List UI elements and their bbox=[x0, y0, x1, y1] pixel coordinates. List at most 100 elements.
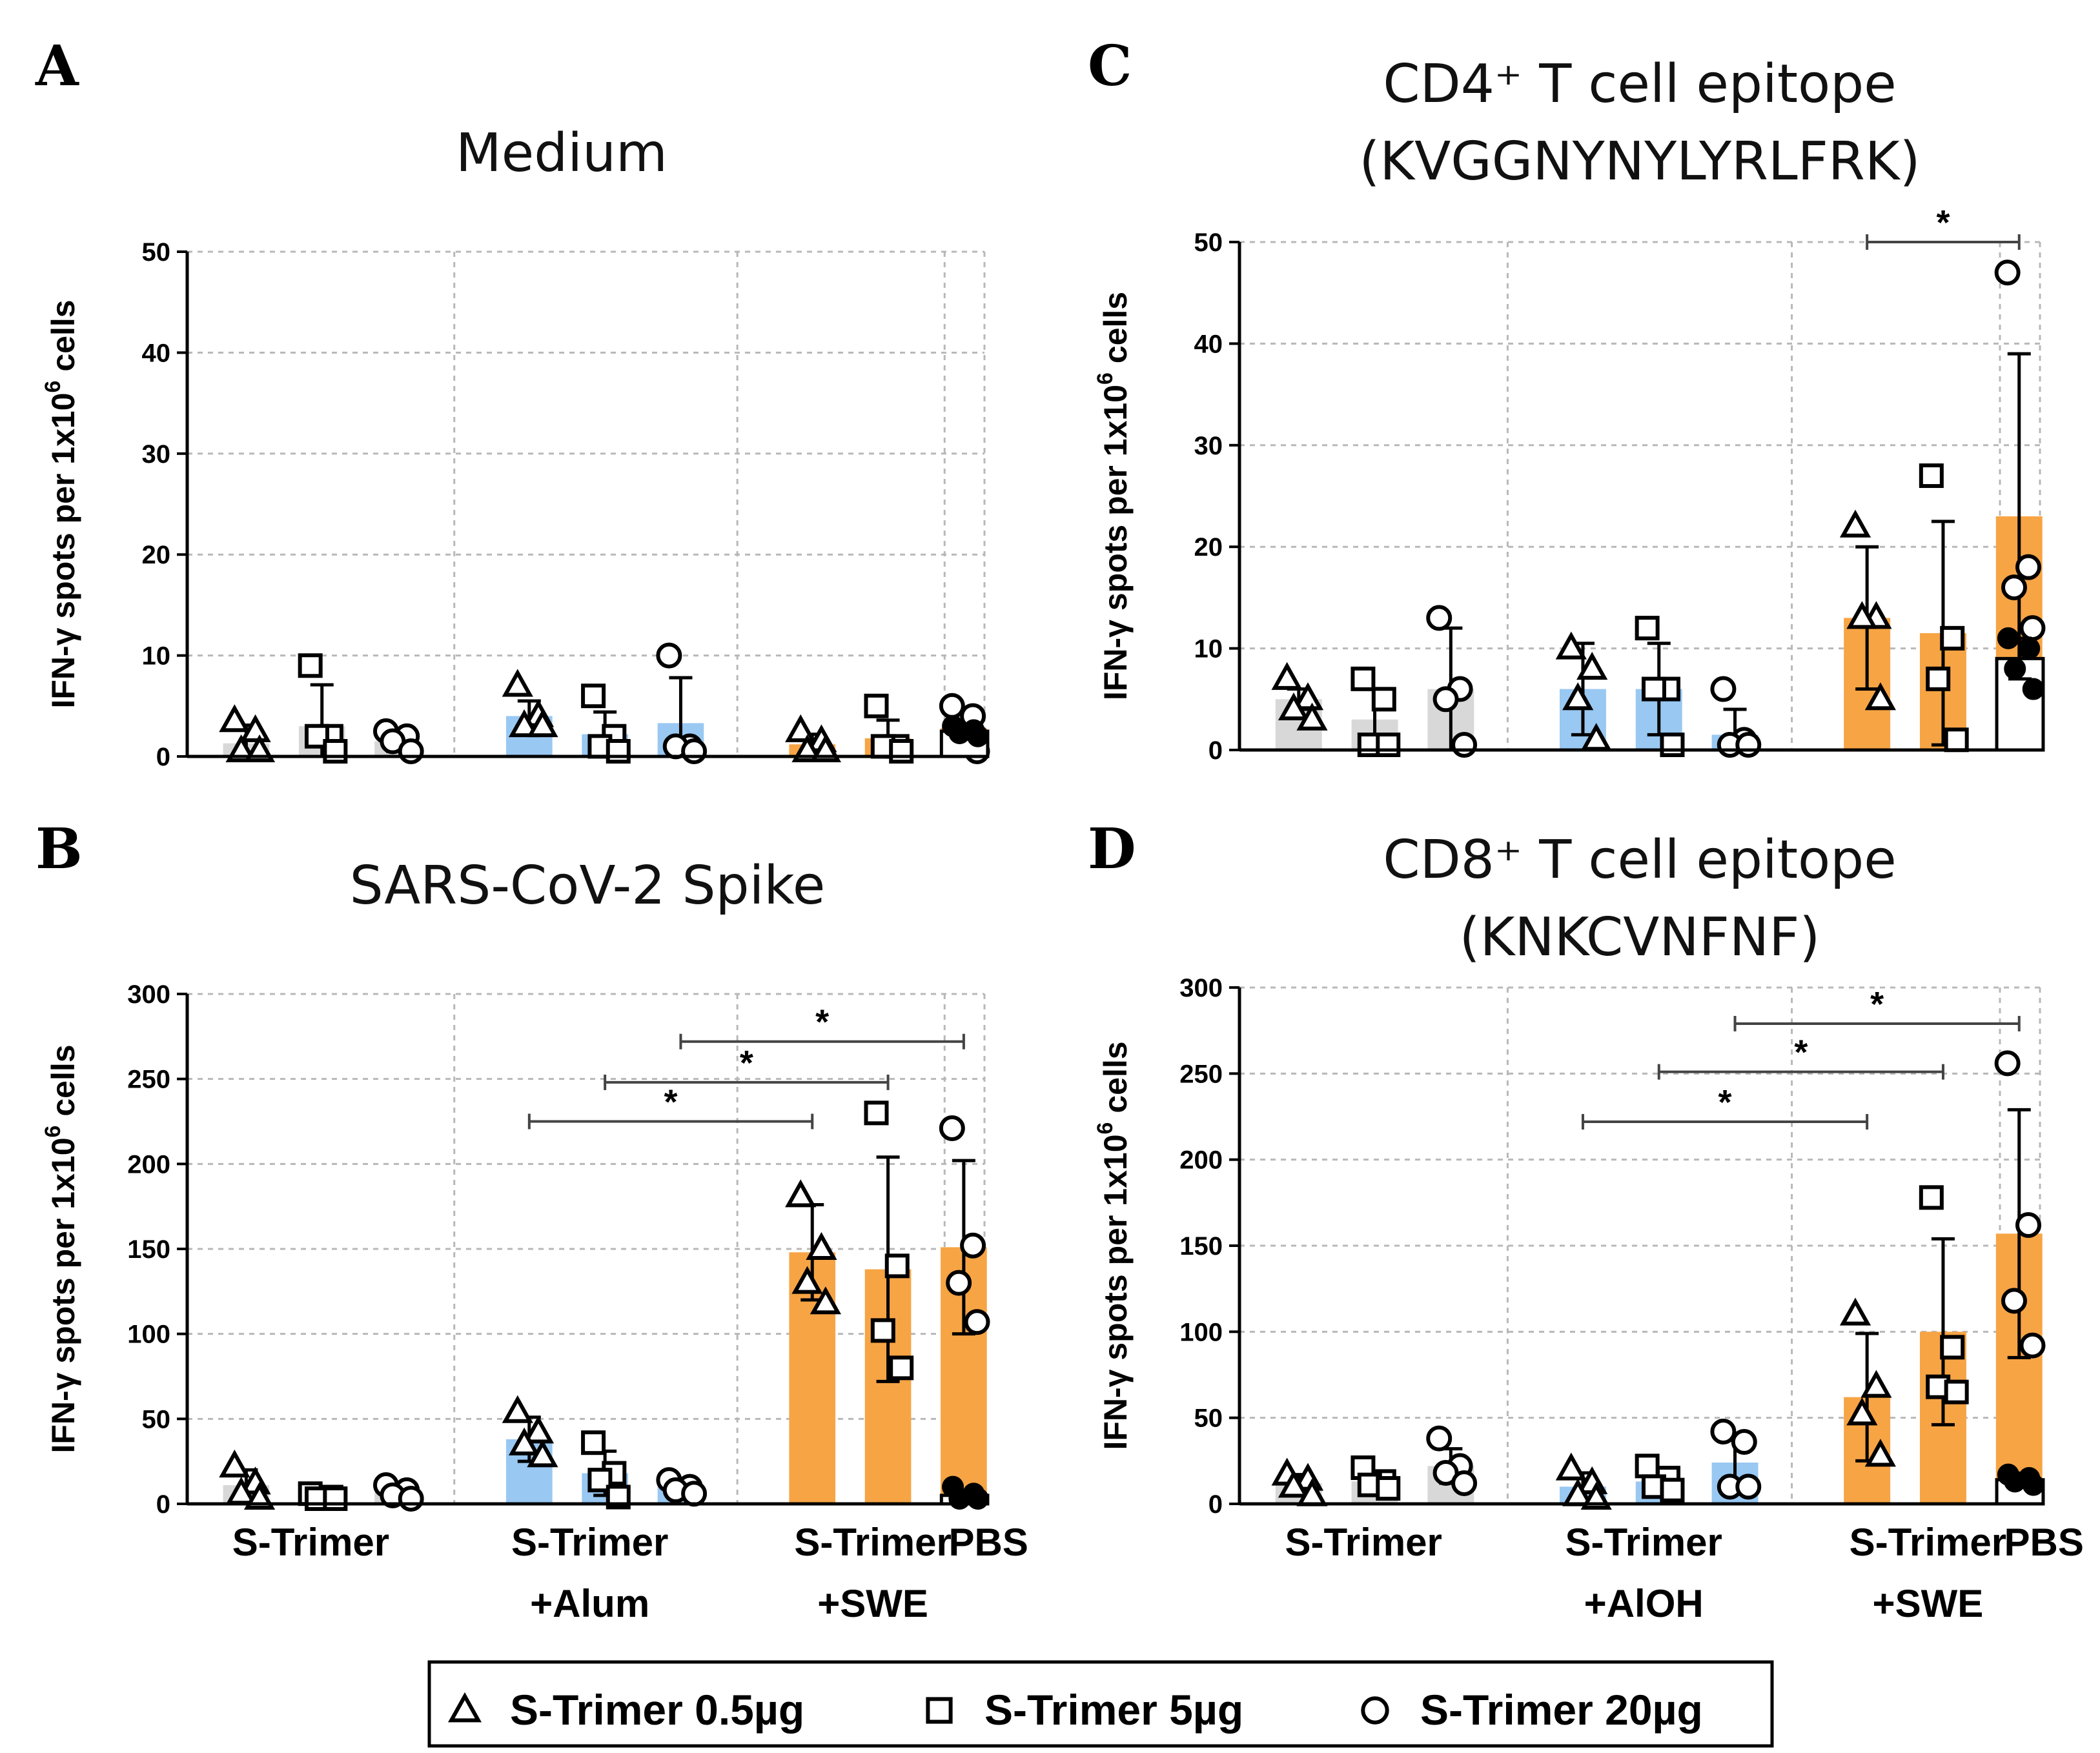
bar-group-2-5µg bbox=[1919, 1185, 1969, 1504]
data-point-triangle bbox=[1562, 682, 1594, 711]
data-point-triangle bbox=[785, 1179, 817, 1208]
bar-group-0-5µg bbox=[298, 653, 348, 764]
significance-bracket: * bbox=[1733, 985, 2021, 1031]
data-point-square bbox=[864, 693, 889, 718]
bar-group-2-0.5µg bbox=[785, 1179, 841, 1504]
bar-group-1-20µg bbox=[1710, 1419, 1762, 1504]
y-axis-label-sup: 6 bbox=[1093, 372, 1117, 385]
data-point-triangle bbox=[810, 1286, 841, 1315]
data-point-triangle bbox=[502, 669, 533, 697]
data-point-circle bbox=[2015, 1212, 2042, 1238]
data-point-circle bbox=[681, 1481, 708, 1507]
data-point-square bbox=[864, 1100, 889, 1126]
legend-marker-triangle bbox=[447, 1692, 482, 1723]
significance-star: * bbox=[1718, 1083, 1732, 1122]
data-point-circle bbox=[1426, 605, 1453, 631]
y-tick-label: 0 bbox=[1208, 736, 1223, 765]
legend-label: S-Trimer 0.5µg bbox=[510, 1686, 804, 1734]
data-point-circle bbox=[1735, 1474, 1762, 1500]
bar-group-2-5µg bbox=[864, 1100, 914, 1504]
significance-star: * bbox=[1794, 1033, 1808, 1072]
data-point-dot bbox=[2004, 1470, 2026, 1493]
data-point-square bbox=[581, 1430, 606, 1455]
data-point-square bbox=[606, 739, 631, 764]
data-point-circle bbox=[681, 738, 708, 764]
bar-group-0-0.5µg bbox=[219, 1449, 276, 1510]
panel-letter: C bbox=[1088, 34, 1132, 99]
data-point-circle bbox=[398, 738, 424, 764]
data-point-square bbox=[1660, 1477, 1685, 1503]
data-point-triangle bbox=[1846, 1397, 1878, 1426]
y-axis-label-sup: 6 bbox=[41, 1126, 65, 1138]
data-point-triangle bbox=[1860, 1370, 1892, 1398]
significance-star: * bbox=[664, 1083, 678, 1122]
y-tick-label: 50 bbox=[1194, 228, 1223, 257]
y-tick-label: 150 bbox=[127, 1235, 170, 1264]
panel-title: Medium bbox=[456, 123, 668, 184]
y-tick-label: 200 bbox=[127, 1150, 170, 1179]
significance-bracket: * bbox=[527, 1083, 814, 1130]
legend-label: S-Trimer 20µg bbox=[1420, 1686, 1703, 1734]
y-tick-label: 40 bbox=[142, 339, 171, 367]
bar-group-2-0.5µg bbox=[1839, 509, 1896, 750]
significance-star: * bbox=[1936, 203, 1950, 242]
y-axis-label-unit: cells bbox=[1097, 292, 1134, 372]
data-point-circle bbox=[2015, 554, 2042, 580]
y-axis-label: IFN-γ spots per 1x106 cells bbox=[1093, 292, 1134, 700]
panel-letter: A bbox=[35, 34, 79, 99]
data-point-square bbox=[1641, 676, 1666, 702]
bar-group-0-0.5µg bbox=[1271, 662, 1328, 750]
bar-group-1-0.5µg bbox=[502, 669, 558, 756]
data-point-square bbox=[1926, 666, 1951, 691]
data-point-dot bbox=[2022, 678, 2044, 700]
data-point-circle bbox=[939, 693, 965, 719]
x-category-label: S-Trimer bbox=[511, 1521, 668, 1564]
data-point-square bbox=[1371, 687, 1396, 712]
y-tick-label: 20 bbox=[1194, 533, 1223, 562]
significance-bracket: * bbox=[679, 1003, 965, 1049]
data-point-triangle bbox=[527, 709, 558, 738]
data-point-circle bbox=[1432, 686, 1459, 713]
significance-bracket: * bbox=[604, 1044, 890, 1090]
bar-group-3-PBS bbox=[1995, 627, 2045, 752]
y-tick-label: 300 bbox=[1179, 974, 1223, 1002]
bar-group-3-PBS bbox=[939, 1475, 990, 1510]
data-point-circle bbox=[964, 1309, 990, 1335]
data-point-square bbox=[1376, 733, 1401, 757]
x-category-label: S-Trimer bbox=[794, 1521, 951, 1564]
data-point-dot bbox=[2022, 1474, 2044, 1496]
y-tick-label: 0 bbox=[1208, 1490, 1223, 1519]
data-point-circle bbox=[960, 1232, 986, 1259]
x-category-label: S-Trimer bbox=[232, 1521, 389, 1564]
significance-bracket: * bbox=[1657, 1033, 1944, 1080]
y-tick-label: 150 bbox=[1179, 1232, 1223, 1261]
data-point-triangle bbox=[1296, 702, 1328, 731]
data-point-circle bbox=[1710, 1419, 1737, 1444]
bar-group-1-0.5µg bbox=[1555, 631, 1612, 751]
y-axis-label-unit: cells bbox=[45, 1044, 81, 1125]
panel-title: (KVGGNYNYLYRLFRK) bbox=[1359, 131, 1920, 192]
bar-group-1-20µg bbox=[656, 642, 708, 764]
y-axis-label-unit: cells bbox=[1097, 1041, 1134, 1122]
bar-group-2-0.5µg bbox=[785, 714, 841, 762]
significance-star: * bbox=[740, 1044, 753, 1082]
data-point-circle bbox=[1451, 732, 1478, 758]
bar-group-0-0.5µg bbox=[219, 704, 276, 762]
data-point-circle bbox=[1451, 1470, 1478, 1496]
data-point-square bbox=[1940, 625, 1965, 651]
legend-marker-square bbox=[926, 1697, 953, 1724]
data-point-square bbox=[1635, 616, 1660, 641]
data-point-triangle bbox=[1846, 601, 1878, 629]
y-tick-label: 100 bbox=[127, 1321, 170, 1349]
data-point-square bbox=[870, 1318, 895, 1343]
bar-group-3-PBS bbox=[1995, 1463, 2045, 1506]
data-point-triangle bbox=[1278, 1470, 1310, 1498]
data-point-circle bbox=[946, 1270, 972, 1296]
data-point-triangle bbox=[806, 1231, 837, 1260]
y-tick-label: 50 bbox=[142, 238, 171, 267]
bar-group-0-20µg bbox=[1426, 605, 1478, 758]
bar-group-2-5µg bbox=[1919, 463, 1969, 753]
x-category-label: +SWE bbox=[1873, 1582, 1984, 1625]
data-point-circle bbox=[656, 642, 682, 669]
